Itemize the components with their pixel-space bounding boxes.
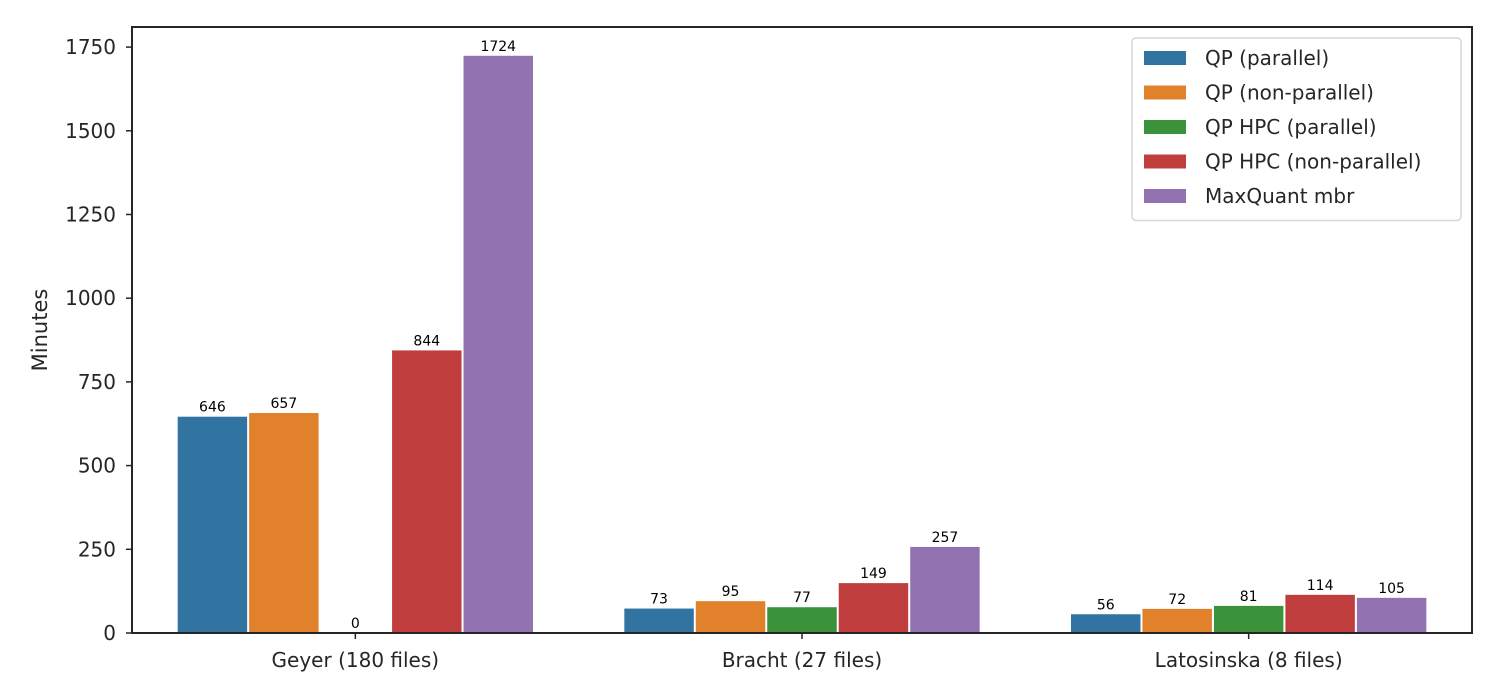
data-label: 95 [722, 584, 740, 600]
legend-swatch [1144, 120, 1186, 134]
bars-layer [177, 55, 1427, 634]
bar [463, 55, 533, 634]
x-tick-label: Bracht (27 files) [722, 648, 882, 672]
data-label: 73 [650, 592, 668, 608]
y-axis: 0 250 500 750 1000 1250 1500 1750 [65, 35, 132, 645]
bar [1356, 597, 1427, 633]
bar [910, 546, 980, 633]
y-tick-label: 0 [103, 621, 116, 645]
y-tick-label: 1250 [65, 202, 116, 226]
data-label: 105 [1378, 581, 1405, 597]
legend-swatch [1144, 154, 1186, 169]
legend-label: QP HPC (non-parallel) [1205, 150, 1421, 174]
x-axis: Geyer (180 files) Bracht (27 files) Latosi… [272, 633, 1343, 672]
bar [695, 601, 766, 633]
data-label: 0 [351, 616, 360, 632]
bar [767, 607, 837, 633]
bar [838, 583, 909, 633]
data-label: 77 [793, 590, 811, 606]
data-label: 646 [199, 400, 226, 416]
bar [249, 413, 319, 633]
legend-label: QP HPC (parallel) [1205, 115, 1377, 139]
data-labels-layer: 646 73 56 657 95 72 0 77 81 844 149 114 1724 257 105 [199, 39, 1405, 632]
data-label: 72 [1168, 592, 1186, 608]
legend-label: MaxQuant mbr [1205, 184, 1355, 208]
data-label: 56 [1097, 597, 1115, 613]
data-label: 257 [932, 530, 959, 546]
data-label: 149 [860, 566, 887, 582]
legend: QP (parallel) QP (non-parallel) QP HPC (pa… [1131, 37, 1462, 222]
y-axis-title: Minutes [28, 289, 52, 372]
data-label: 657 [271, 396, 298, 412]
legend-label: QP (non-parallel) [1205, 81, 1374, 105]
data-label: 114 [1307, 578, 1334, 594]
legend-swatch [1144, 189, 1186, 203]
data-label: 1724 [480, 39, 516, 55]
y-tick-label: 250 [78, 537, 116, 561]
bar [1213, 605, 1284, 633]
y-tick-label: 1000 [65, 286, 116, 310]
y-tick-label: 1500 [65, 119, 116, 143]
x-tick-label: Geyer (180 files) [272, 648, 440, 672]
bar [624, 608, 694, 633]
bar [392, 350, 462, 633]
legend-label: QP (parallel) [1205, 46, 1329, 70]
legend-swatch [1144, 85, 1186, 100]
bar [177, 416, 248, 633]
y-tick-label: 750 [78, 370, 116, 394]
y-tick-label: 500 [78, 454, 116, 478]
legend-swatch [1144, 51, 1186, 65]
data-label: 81 [1240, 589, 1258, 605]
bar [1142, 608, 1212, 633]
bar [1071, 614, 1141, 633]
bar [1285, 594, 1355, 633]
x-tick-label: Latosinska (8 files) [1155, 648, 1343, 672]
legend-frame [1131, 37, 1462, 222]
data-label: 844 [413, 333, 440, 349]
y-tick-label: 1750 [65, 35, 116, 59]
